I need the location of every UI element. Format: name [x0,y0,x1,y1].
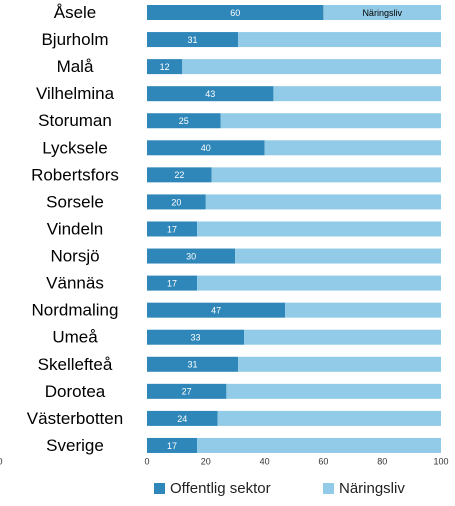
legend-swatch [154,483,165,494]
category-label: Vindeln [47,219,103,238]
bar-segment [196,221,441,237]
category-label: Bjurholm [41,30,108,49]
value-label: 17 [167,278,177,288]
category-label: Norsjö [50,247,99,266]
bar-segment [323,5,441,20]
legend-swatch [323,483,334,494]
value-label: 40 [201,143,211,153]
value-label: 31 [188,35,198,45]
x-tick-label: 100 [433,456,448,466]
bar-segment [147,59,183,75]
category-label: Robertsfors [31,165,119,184]
bar-segment [147,113,221,129]
value-label: 22 [174,170,184,180]
bar-segment [220,113,441,129]
bar-segment [147,140,265,156]
value-label: 27 [182,387,192,397]
x-tick-label: 80 [377,456,387,466]
bar-segment [238,356,441,372]
value-label: 30 [186,251,196,261]
bar-segment [205,194,441,210]
bar-segment [147,356,239,372]
category-label: Malå [57,57,94,76]
category-label: Storuman [38,111,112,130]
bar-segment [147,167,212,183]
value-label: 12 [160,62,170,72]
bar-segment [211,167,441,183]
bar-segment [217,410,441,426]
x-tick-label: 60 [318,456,328,466]
x-tick-label: 20 [201,456,211,466]
bar-segment [196,275,441,291]
value-label: 60 [230,8,240,18]
value-label: 24 [177,414,187,424]
value-label: 17 [167,224,177,234]
value-label: 17 [167,441,177,451]
bar-segment [147,383,227,399]
bar-segment [182,59,441,75]
x-tick-label: 0 [144,456,149,466]
bar-segment [147,5,324,20]
legend-label: Offentlig sektor [170,480,271,497]
bar-segment [147,302,286,318]
category-label: Lycksele [42,138,108,157]
edge-label: 0 [0,456,3,466]
bar-segment [147,275,197,291]
bar-segment [285,302,441,318]
value-label: 25 [179,116,189,126]
value-label: 33 [191,333,201,343]
category-label: Åsele [54,3,97,22]
bar-segment [244,329,441,345]
bar-segment [147,32,239,48]
category-label: Nordmaling [32,301,119,320]
bar-segment [273,86,441,102]
category-label: Västerbotten [27,409,123,428]
bar-segment [264,140,441,156]
bar-segment [238,32,441,48]
category-label: Umeå [52,328,98,347]
value-label: 43 [205,89,215,99]
bar-segment [147,437,197,453]
category-label: Vilhelmina [36,84,115,103]
category-label: Sorsele [46,192,104,211]
bar-segment [147,410,218,426]
bar-segment [147,194,206,210]
bar-segment [147,329,245,345]
value-label: 47 [211,306,221,316]
category-label: Sverige [46,436,104,455]
bar-segment [226,383,441,399]
x-tick-label: 40 [260,456,270,466]
bar-segment [147,248,236,264]
category-label: Vännäs [46,274,104,293]
category-label: Skellefteå [38,355,113,374]
inner-label: Näringsliv [362,8,402,18]
category-label: Dorotea [45,382,106,401]
legend-label: Näringsliv [339,480,405,497]
value-label: 20 [171,197,181,207]
value-label: 31 [188,360,198,370]
bar-segment [147,86,274,102]
bar-segment [235,248,441,264]
bar-segment [147,221,197,237]
bar-segment [196,437,441,453]
